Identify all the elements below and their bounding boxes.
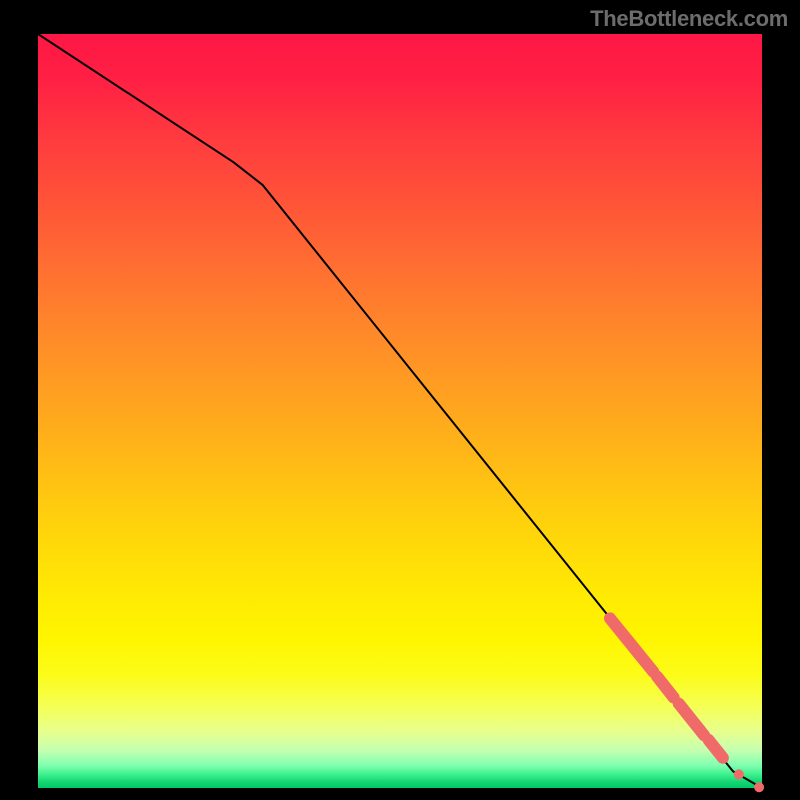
data-dot bbox=[754, 782, 764, 792]
bottleneck-chart bbox=[0, 0, 800, 800]
data-dot bbox=[734, 769, 744, 779]
